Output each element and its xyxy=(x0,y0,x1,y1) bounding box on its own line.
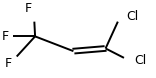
Text: F: F xyxy=(5,57,12,70)
Text: Cl: Cl xyxy=(134,54,146,67)
Text: F: F xyxy=(25,2,32,15)
Text: Cl: Cl xyxy=(126,10,139,23)
Text: F: F xyxy=(1,30,9,43)
